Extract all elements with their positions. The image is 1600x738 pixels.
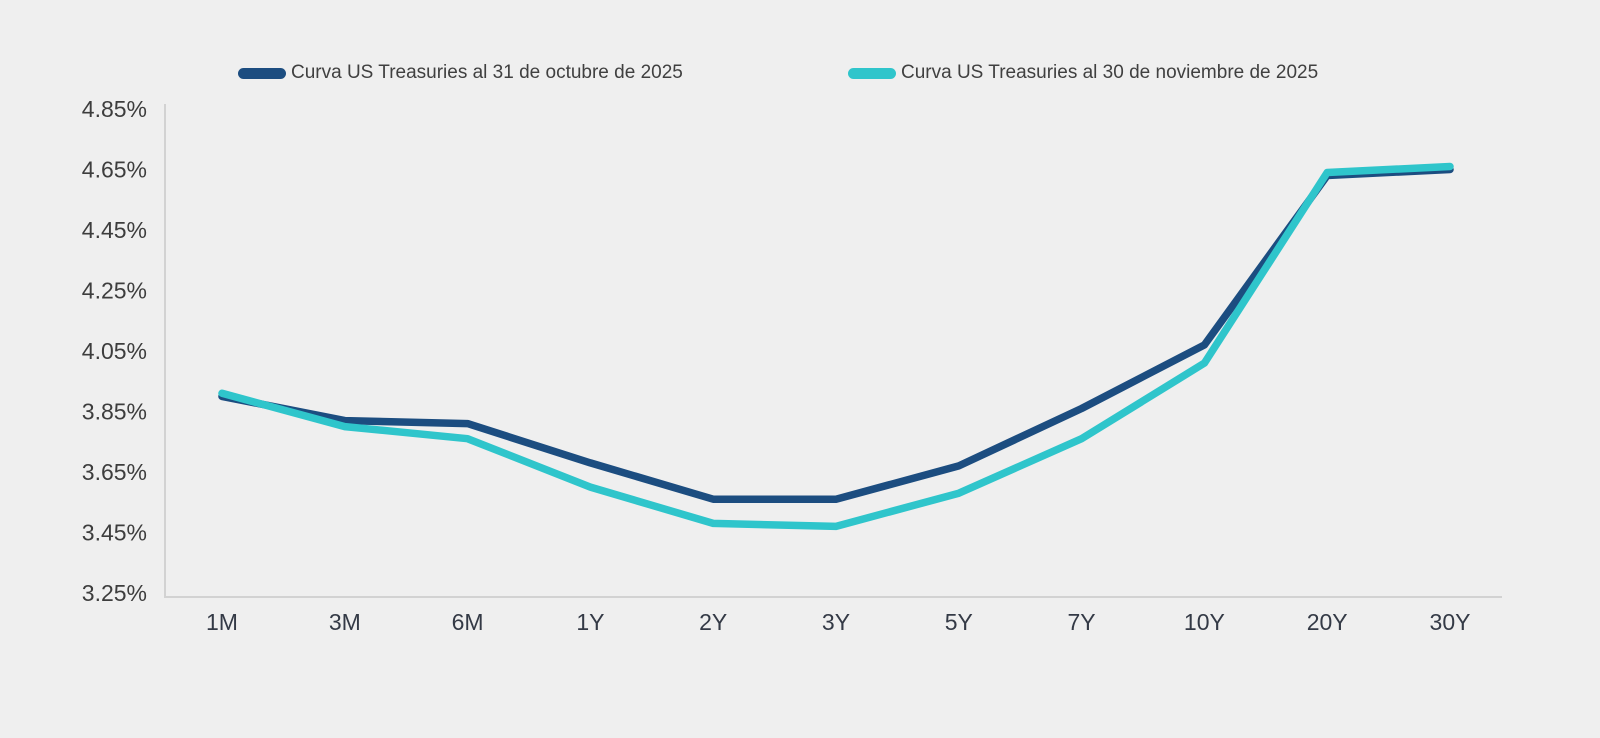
legend-label-november: Curva US Treasuries al 30 de noviembre d…	[901, 62, 1319, 83]
october-curve-line	[218, 165, 1454, 503]
x-axis-tick-label: 1Y	[576, 609, 604, 635]
legend-swatch-october-icon	[238, 67, 286, 79]
x-axis-tick-label: 2Y	[699, 609, 727, 635]
x-axis-tick-label: 1M	[206, 609, 238, 635]
legend-item-october-curve: Curva US Treasuries al 31 de octubre de …	[238, 61, 683, 85]
x-axis-tick-label: 30Y	[1430, 609, 1471, 635]
y-axis-tick-label: 3.45%	[82, 520, 147, 546]
y-axis-tick-label: 4.65%	[82, 157, 147, 183]
y-axis-tick-label: 3.65%	[82, 459, 147, 485]
x-axis-tick-label: 5Y	[945, 609, 973, 635]
legend-item-november-curve: Curva US Treasuries al 30 de noviembre d…	[848, 61, 1318, 85]
y-axis-tick-label: 4.45%	[82, 217, 147, 243]
axis-lines	[164, 104, 1502, 598]
november-curve-line	[218, 162, 1454, 531]
legend-label-october: Curva US Treasuries al 31 de octubre de …	[291, 62, 683, 83]
x-axis-tick-label: 3Y	[822, 609, 850, 635]
x-axis-tick-label: 7Y	[1068, 609, 1096, 635]
y-axis-tick-label: 4.85%	[82, 96, 147, 122]
y-axis-tick-label: 4.05%	[82, 338, 147, 364]
y-axis-tick-label: 3.25%	[82, 580, 147, 606]
x-axis-tick-label: 6M	[452, 609, 484, 635]
x-axis-tick-label: 20Y	[1307, 609, 1348, 635]
x-axis-tick-label: 3M	[329, 609, 361, 635]
y-axis-tick-label: 4.25%	[82, 278, 147, 304]
legend-swatch-november-icon	[848, 67, 896, 79]
x-axis-tick-label: 10Y	[1184, 609, 1225, 635]
y-axis-tick-label: 3.85%	[82, 399, 147, 425]
